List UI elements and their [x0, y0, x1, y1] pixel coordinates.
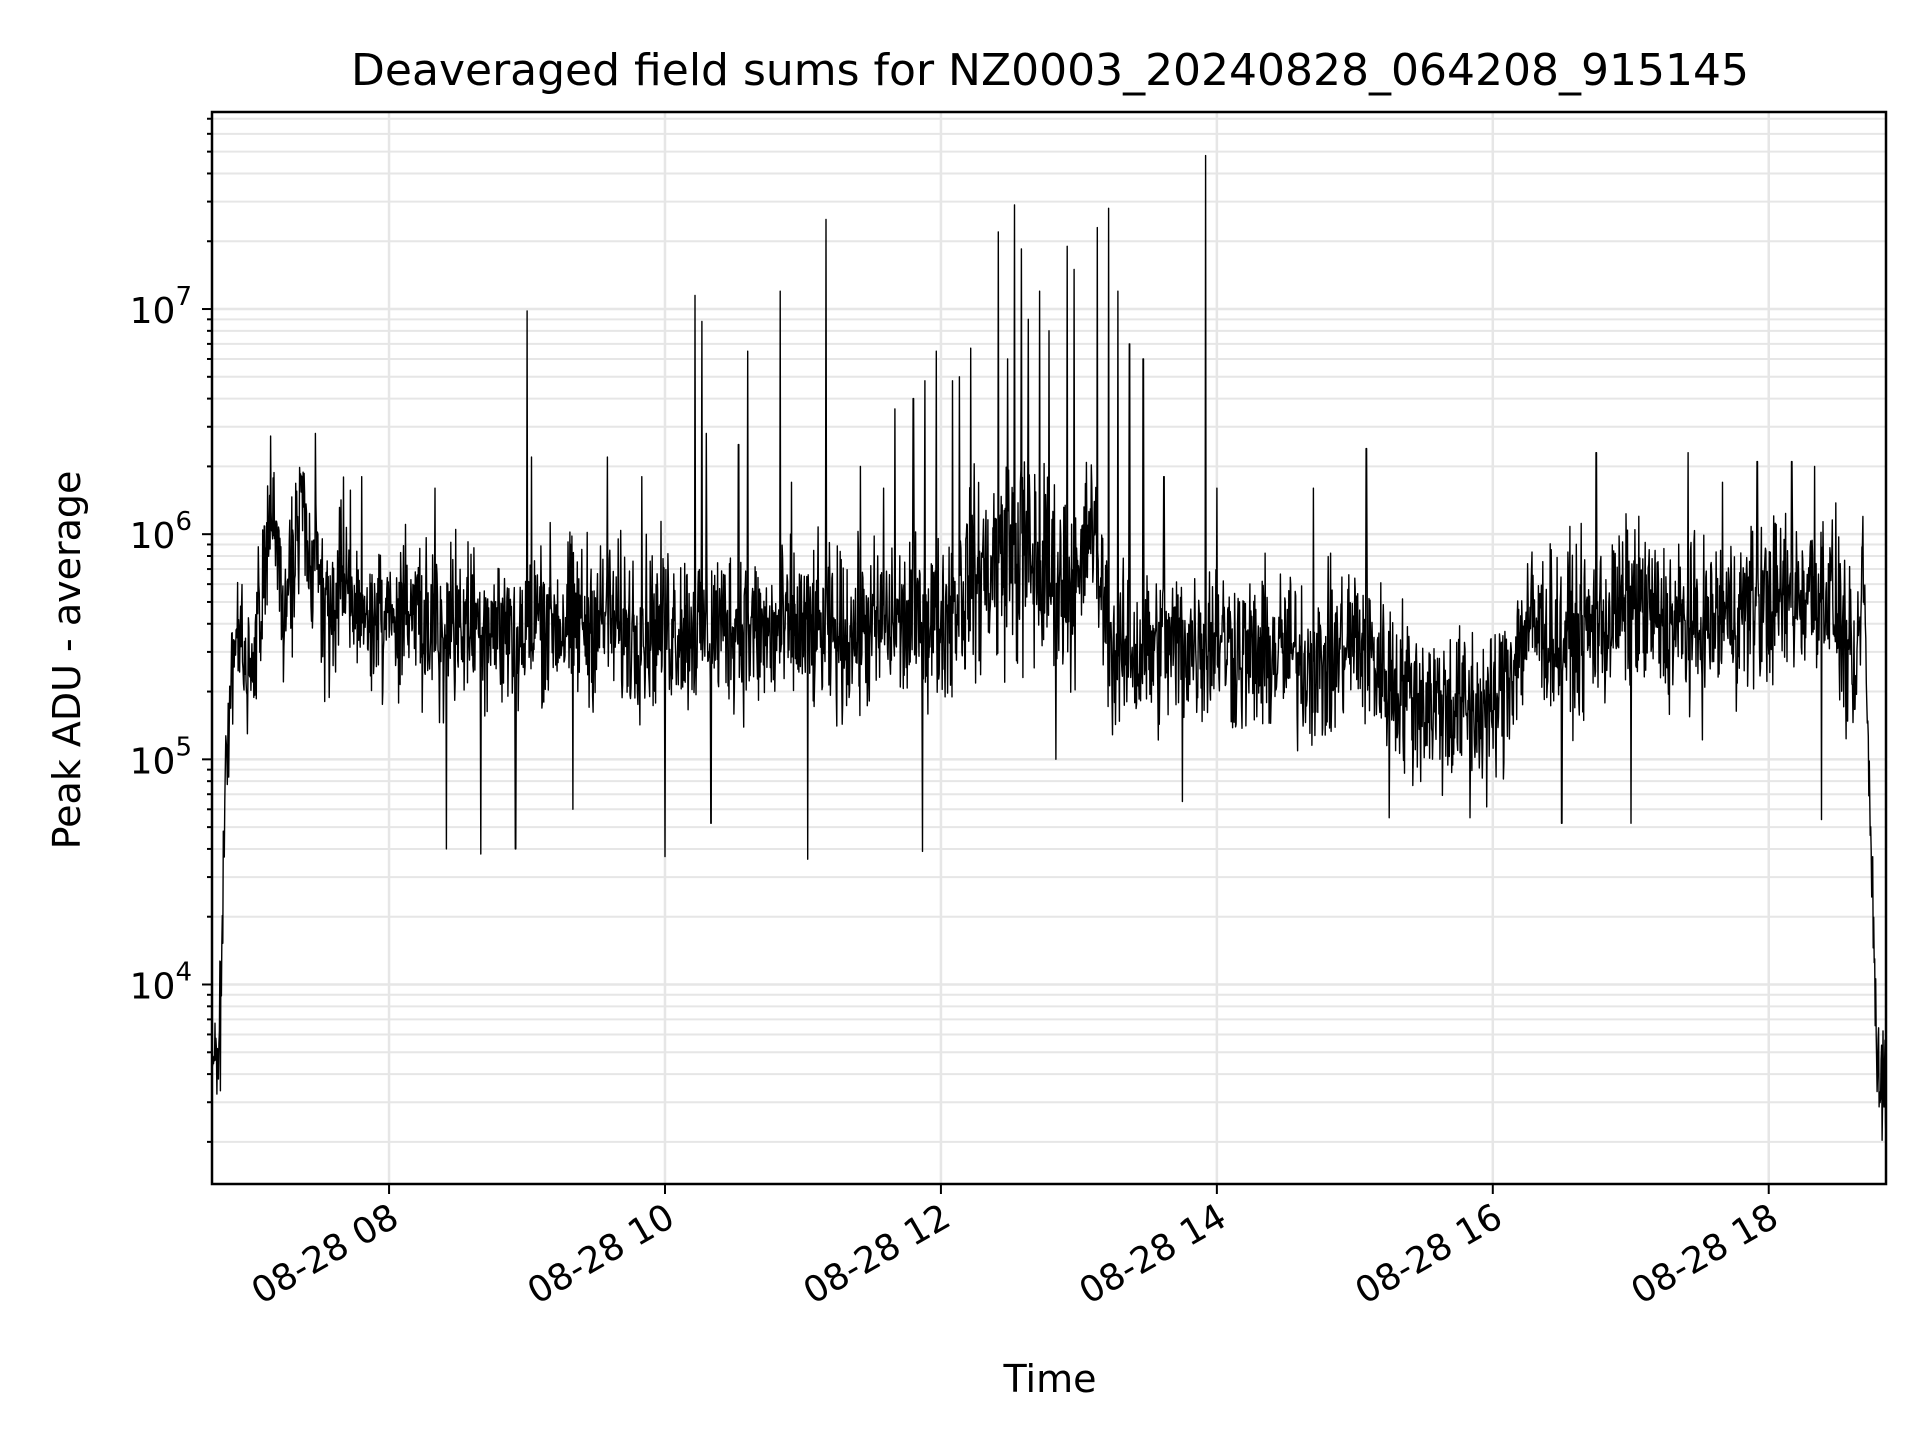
y-tick-label: 104 [130, 957, 192, 1007]
x-axis-label: Time [1003, 1357, 1097, 1401]
y-tick-label: 105 [130, 732, 192, 782]
y-axis-label: Peak ADU - average [45, 471, 89, 850]
plot-area [211, 154, 1887, 1141]
chart-title: Deaveraged field sums for NZ0003_2024082… [351, 45, 1749, 96]
series-line [211, 154, 1887, 1141]
y-axis: 104 105 106 107 [130, 117, 212, 1143]
y-tick-label: 107 [130, 282, 192, 332]
y-tick-label: 106 [130, 507, 192, 557]
plot-frame [210, 110, 1888, 1186]
